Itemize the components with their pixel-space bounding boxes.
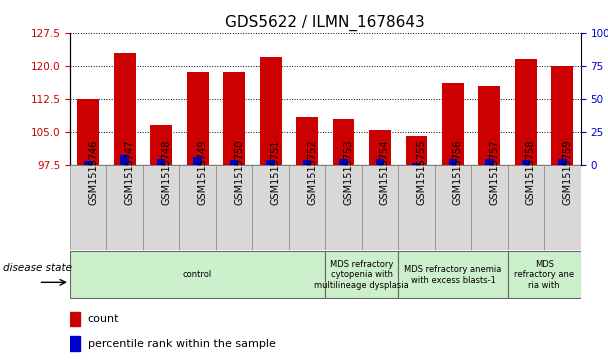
- Bar: [442, 83, 464, 165]
- Bar: [551, 66, 573, 165]
- Title: GDS5622 / ILMN_1678643: GDS5622 / ILMN_1678643: [226, 15, 425, 31]
- Text: GSM1515750: GSM1515750: [234, 139, 244, 205]
- Bar: [522, 160, 530, 165]
- Bar: [230, 160, 238, 165]
- Bar: [558, 159, 567, 165]
- Bar: [333, 119, 354, 165]
- Bar: [266, 160, 275, 165]
- Bar: [260, 57, 282, 165]
- Bar: [70, 337, 80, 351]
- Text: count: count: [88, 314, 119, 324]
- Text: GSM1515754: GSM1515754: [380, 139, 390, 205]
- Text: GSM1515755: GSM1515755: [416, 139, 426, 205]
- Bar: [114, 53, 136, 165]
- Text: GSM1515756: GSM1515756: [453, 139, 463, 205]
- Text: GSM1515759: GSM1515759: [562, 139, 572, 205]
- Bar: [187, 73, 209, 165]
- Bar: [70, 312, 80, 326]
- FancyBboxPatch shape: [362, 165, 398, 250]
- Bar: [296, 117, 318, 165]
- Bar: [478, 86, 500, 165]
- Text: MDS refractory
cytopenia with
multilineage dysplasia: MDS refractory cytopenia with multilinea…: [314, 260, 409, 290]
- FancyBboxPatch shape: [544, 165, 581, 250]
- Text: GSM1515746: GSM1515746: [88, 139, 98, 205]
- Text: GSM1515757: GSM1515757: [489, 139, 499, 205]
- FancyBboxPatch shape: [435, 165, 471, 250]
- Bar: [515, 59, 537, 165]
- Text: MDS refractory anemia
with excess blasts-1: MDS refractory anemia with excess blasts…: [404, 265, 502, 285]
- Bar: [84, 161, 92, 165]
- Text: GSM1515758: GSM1515758: [526, 139, 536, 205]
- Bar: [339, 159, 348, 165]
- FancyBboxPatch shape: [289, 165, 325, 250]
- Bar: [150, 125, 172, 165]
- FancyBboxPatch shape: [106, 165, 143, 250]
- Bar: [223, 73, 245, 165]
- FancyBboxPatch shape: [471, 165, 508, 250]
- Bar: [412, 163, 421, 165]
- Text: GSM1515747: GSM1515747: [125, 139, 134, 205]
- FancyBboxPatch shape: [398, 252, 508, 298]
- Text: GSM1515751: GSM1515751: [271, 139, 280, 205]
- Bar: [406, 136, 427, 165]
- FancyBboxPatch shape: [179, 165, 216, 250]
- Bar: [157, 159, 165, 165]
- FancyBboxPatch shape: [325, 165, 362, 250]
- Bar: [369, 130, 391, 165]
- Text: MDS
refractory ane
ria with: MDS refractory ane ria with: [514, 260, 574, 290]
- Bar: [77, 99, 99, 165]
- Bar: [303, 160, 311, 165]
- FancyBboxPatch shape: [70, 165, 106, 250]
- Text: GSM1515753: GSM1515753: [344, 139, 353, 205]
- Bar: [485, 159, 494, 165]
- FancyBboxPatch shape: [143, 165, 179, 250]
- Text: GSM1515752: GSM1515752: [307, 139, 317, 205]
- FancyBboxPatch shape: [398, 165, 435, 250]
- FancyBboxPatch shape: [216, 165, 252, 250]
- FancyBboxPatch shape: [252, 165, 289, 250]
- Text: GSM1515748: GSM1515748: [161, 139, 171, 205]
- FancyBboxPatch shape: [70, 252, 325, 298]
- Bar: [193, 157, 202, 165]
- FancyBboxPatch shape: [508, 165, 544, 250]
- Bar: [376, 159, 384, 165]
- Bar: [449, 159, 457, 165]
- FancyBboxPatch shape: [325, 252, 398, 298]
- FancyBboxPatch shape: [508, 252, 581, 298]
- Text: control: control: [183, 270, 212, 280]
- Text: GSM1515749: GSM1515749: [198, 139, 207, 205]
- Text: disease state: disease state: [4, 262, 72, 273]
- Bar: [120, 155, 129, 165]
- Text: percentile rank within the sample: percentile rank within the sample: [88, 339, 275, 348]
